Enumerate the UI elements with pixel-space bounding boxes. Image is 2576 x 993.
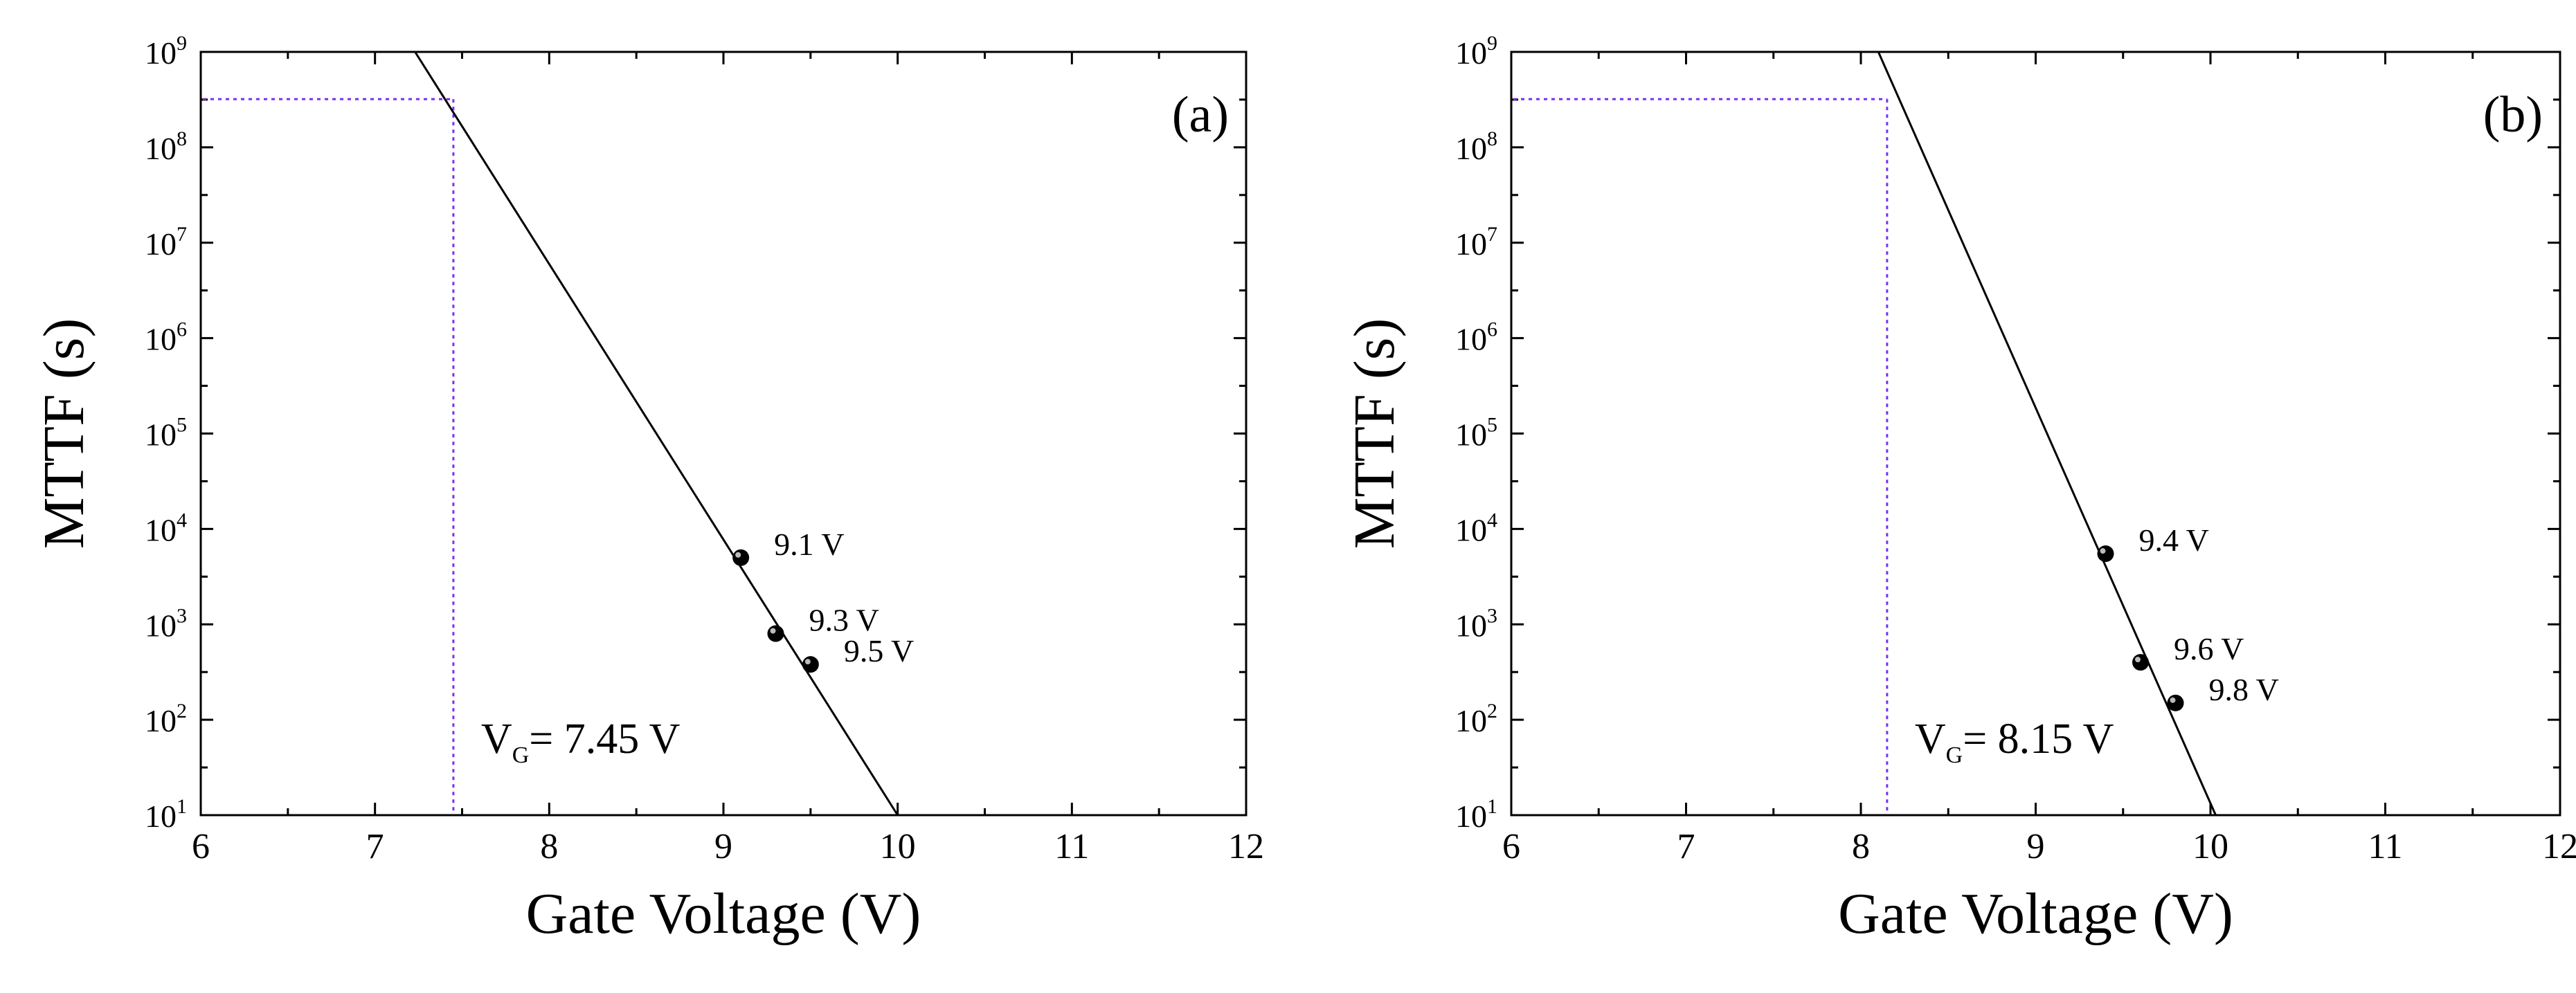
data-point-label: 9.6 V (2174, 631, 2244, 666)
y-tick-label: 105 (145, 414, 187, 453)
y-axis-title: MTTF (s) (1342, 318, 1407, 549)
y-tick-label: 102 (1455, 700, 1497, 738)
x-tick-label: 12 (1228, 827, 1264, 866)
plot-frame (199, 51, 1248, 817)
data-point-label: 9.8 V (2209, 672, 2279, 707)
x-tick-label: 7 (1677, 827, 1695, 866)
y-tick-label: 106 (1455, 318, 1497, 357)
fit-line (414, 51, 899, 816)
y-tick-label: 108 (1455, 127, 1497, 166)
data-point-label: 9.1 V (774, 527, 844, 562)
y-tick-label: 109 (1455, 32, 1497, 71)
data-point-highlight (2170, 697, 2176, 703)
data-point-highlight (804, 659, 811, 665)
y-tick-label: 103 (1455, 604, 1497, 643)
panel-label: (b) (2483, 86, 2543, 143)
data-point-label: 9.4 V (2139, 522, 2209, 558)
y-tick-label: 101 (1455, 795, 1497, 834)
x-tick-label: 9 (2027, 827, 2045, 866)
y-tick-label: 106 (145, 318, 187, 357)
x-tick-label: 11 (1054, 827, 1089, 866)
data-point (2167, 694, 2184, 711)
plot-frame (1510, 51, 2561, 817)
panel-label: (a) (1172, 86, 1229, 143)
y-tick-label: 107 (145, 223, 187, 262)
x-tick-label: 8 (540, 827, 558, 866)
data-point (802, 656, 819, 673)
x-tick-label: 6 (192, 827, 210, 866)
x-tick-label: 9 (714, 827, 732, 866)
data-point (2097, 545, 2114, 563)
x-tick-label: 6 (1502, 827, 1520, 866)
data-point-highlight (770, 628, 776, 634)
fit-line (1877, 51, 2217, 816)
x-tick-label: 11 (2368, 827, 2402, 866)
vg-annotation: VG= 7.45 V (481, 716, 681, 768)
x-tick-label: 10 (2192, 827, 2228, 866)
y-tick-label: 108 (145, 127, 187, 166)
data-point (732, 549, 750, 566)
data-point (767, 625, 784, 642)
x-tick-label: 12 (2542, 827, 2576, 866)
y-tick-label: 104 (1455, 509, 1497, 547)
y-tick-label: 109 (145, 32, 187, 71)
vg-annotation: VG= 8.15 V (1915, 716, 2114, 768)
y-tick-label: 107 (1455, 223, 1497, 262)
y-tick-label: 102 (145, 700, 187, 738)
data-point-highlight (735, 552, 741, 558)
x-tick-label: 7 (366, 827, 384, 866)
y-tick-label: 105 (1455, 414, 1497, 453)
data-point-label: 9.3 V (809, 603, 879, 638)
x-tick-label: 8 (1852, 827, 1870, 866)
data-point-highlight (2135, 657, 2141, 663)
chart-panel-a: 6 7 8 9 10 11 12 101 102 103 104 105 106 107 108 109 Gat… (32, 32, 1264, 946)
chart-panel-b: 6 7 8 9 10 11 12 101 102 103 104 105 106 107 108 109 Gat… (1342, 32, 2576, 946)
y-tick-label: 101 (145, 795, 187, 834)
data-point-highlight (2100, 548, 2106, 554)
data-point (2132, 654, 2149, 671)
data-point-label: 9.5 V (844, 633, 914, 668)
x-axis-title: Gate Voltage (V) (1838, 882, 2233, 946)
y-axis-title: MTTF (s) (32, 318, 96, 549)
x-axis-title: Gate Voltage (V) (526, 882, 921, 946)
y-tick-label: 103 (145, 604, 187, 643)
x-tick-label: 10 (880, 827, 916, 866)
y-tick-label: 104 (145, 509, 187, 547)
